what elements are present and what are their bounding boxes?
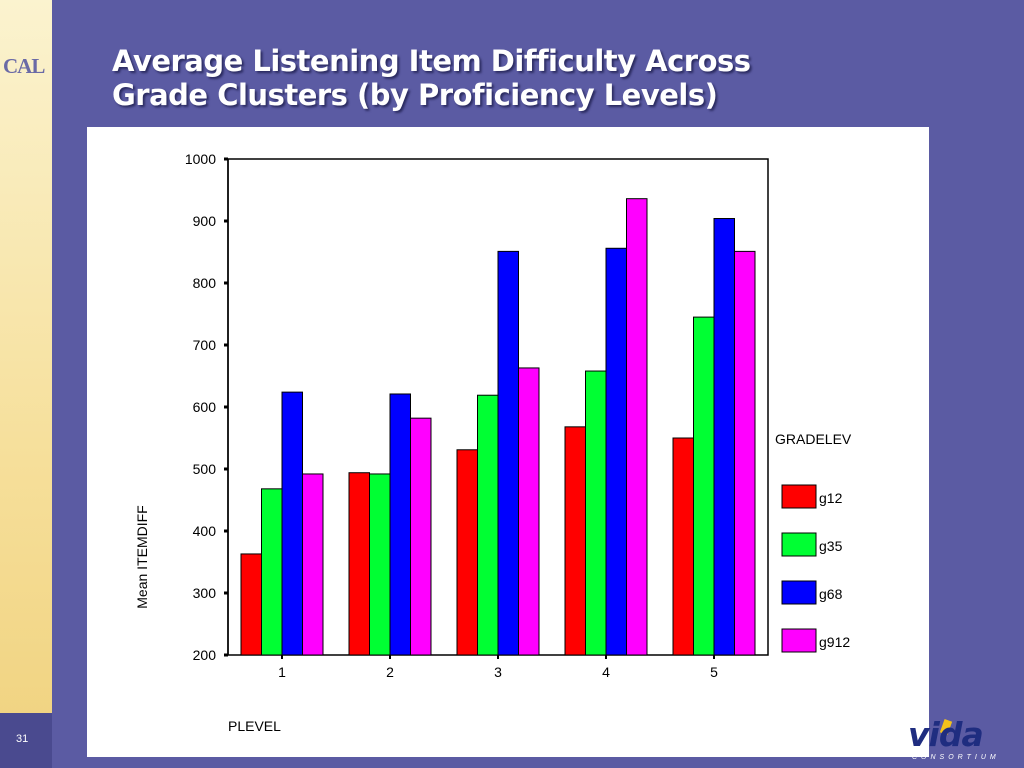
x-tick-label: 5: [710, 664, 718, 680]
y-tick-label: 500: [193, 461, 217, 477]
y-tick-label: 1000: [185, 151, 216, 167]
bar-g68-plevel-2: [389, 393, 411, 656]
bar-g35-plevel-5: [693, 316, 715, 656]
legend-label-g68: g68: [819, 586, 843, 602]
bar-chart: 200 300 400 500 600 700 800 900 1000 Mean ITEMDIF…: [134, 151, 852, 734]
bar-g35-plevel-2: [369, 473, 391, 656]
x-axis-label: PLEVEL: [228, 718, 281, 734]
vida-logo-text: vida: [908, 715, 984, 754]
bar-g35-plevel-4: [585, 370, 607, 656]
bar-g12-plevel-3: [456, 449, 478, 656]
footer-bar: [0, 713, 52, 768]
y-tick-label: 300: [193, 585, 217, 601]
bar-g12-plevel-2: [348, 472, 370, 656]
bar-g912-plevel-3: [518, 367, 540, 656]
bar-g12-plevel-4: [564, 426, 586, 656]
legend-label-g12: g12: [819, 490, 843, 506]
y-tick-label: 400: [193, 523, 217, 539]
bar-g912-plevel-4: [626, 198, 648, 656]
x-tick-label: 4: [602, 664, 610, 680]
x-tick-label: 2: [386, 664, 394, 680]
legend-swatch-g912: [781, 628, 817, 653]
legend-swatch-g35: [781, 532, 817, 557]
bar-g912-plevel-2: [410, 417, 432, 656]
chart-panel: 200 300 400 500 600 700 800 900 1000 Mean ITEMDIF…: [87, 127, 929, 757]
bar-g68-plevel-3: [497, 250, 519, 656]
bar-g68-plevel-4: [605, 247, 627, 656]
legend-label-g912: g912: [819, 634, 850, 650]
slide-title-line-1: Average Listening Item Difficulty Across: [112, 44, 751, 78]
left-decorative-strip: [0, 0, 52, 768]
bar-g68-plevel-1: [281, 391, 303, 656]
y-tick-label: 700: [193, 337, 217, 353]
y-tick-label: 600: [193, 399, 217, 415]
y-tick-label: 800: [193, 275, 217, 291]
y-tick-label: 900: [193, 213, 217, 229]
x-tick-label: 3: [494, 664, 502, 680]
vida-logo-subtext: CONSORTIUM: [912, 754, 1000, 761]
y-tick-label: 200: [193, 647, 217, 663]
bar-g12-plevel-5: [672, 437, 694, 656]
x-tick-label: 1: [278, 664, 286, 680]
slide-title: Average Listening Item Difficulty Across…: [112, 44, 912, 112]
legend-swatch-g68: [781, 580, 817, 605]
cal-logo: CAL: [3, 54, 45, 78]
bar-g35-plevel-1: [261, 488, 283, 656]
legend-title: GRADELEV: [775, 431, 852, 447]
bar-g12-plevel-1: [240, 553, 262, 656]
bar-g68-plevel-5: [713, 218, 735, 656]
y-axis-label: Mean ITEMDIFF: [134, 505, 150, 608]
legend-swatch-g12: [781, 484, 817, 509]
bar-g912-plevel-5: [734, 250, 756, 656]
bar-g912-plevel-1: [302, 473, 324, 656]
legend-label-g35: g35: [819, 538, 843, 554]
slide-title-line-2: Grade Clusters (by Proficiency Levels): [112, 78, 718, 112]
vida-consortium-logo: vida CONSORTIUM: [908, 716, 1018, 766]
bar-g35-plevel-3: [477, 394, 499, 656]
page-number: 31: [16, 733, 29, 745]
